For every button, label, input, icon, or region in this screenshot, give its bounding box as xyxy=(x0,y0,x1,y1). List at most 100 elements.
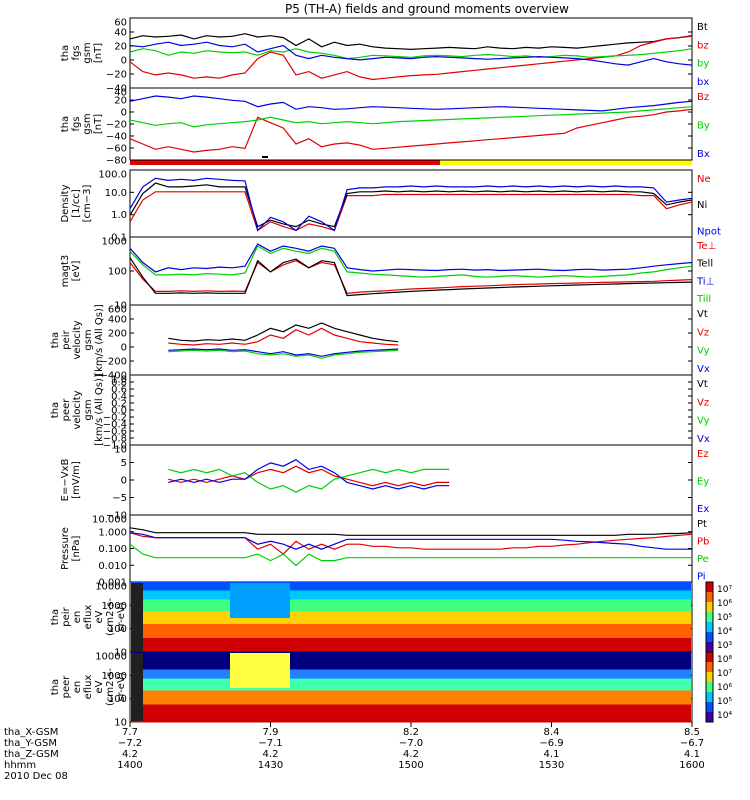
legend-ti⊥: Ti⊥ xyxy=(696,276,714,287)
x-tick-label-x: 8.2 xyxy=(403,727,419,738)
y-axis-label: sr-eV) xyxy=(116,672,127,701)
y-axis-label: [nT] xyxy=(93,114,104,134)
y-axis-label: E=−VxB xyxy=(60,459,71,502)
y-tick-label: 1.000 xyxy=(98,527,127,538)
legend-pb: Pb xyxy=(697,536,709,547)
colorbar-tick-label: 10⁴ xyxy=(717,711,732,721)
legend-ez: Ez xyxy=(697,449,709,460)
y-tick-label: −0.4 xyxy=(103,420,127,431)
series-line-tell xyxy=(129,257,693,297)
y-tick-label: 100 xyxy=(108,624,127,635)
y-axis-label: fgs xyxy=(71,116,82,131)
legend-vz: Vz xyxy=(697,397,709,408)
colorbar-segment xyxy=(706,632,713,643)
x-tick-label-z: 4.1 xyxy=(684,749,700,760)
y-tick-label: 0.1 xyxy=(111,233,127,244)
spectrogram-band xyxy=(131,690,691,705)
y-tick-label: 0 xyxy=(121,108,127,119)
y-tick-label: 1000 xyxy=(102,237,127,248)
colorbar-tick-label: 10⁵ xyxy=(717,697,732,707)
x-tick-label-t: 1530 xyxy=(539,760,564,771)
legend-te⊥: Te⊥ xyxy=(696,241,716,252)
y-axis-label: gsm xyxy=(83,399,94,420)
legend-vt: Vt xyxy=(697,309,708,320)
y-axis-label: eV xyxy=(94,680,105,693)
x-tick-label-t: 1430 xyxy=(258,760,283,771)
y-axis-label: sr-eV) xyxy=(116,602,127,631)
colorbar-segment xyxy=(706,652,713,663)
y-tick-label: 0.001 xyxy=(98,578,127,589)
series-line-pe xyxy=(129,543,692,567)
y-tick-label: 600 xyxy=(108,305,127,316)
x-tick-label-x: 8.5 xyxy=(684,727,700,738)
panel-frame xyxy=(129,374,693,446)
x-axis-row-label: tha_Z-GSM xyxy=(4,749,59,760)
x-tick-label-y: −7.1 xyxy=(258,738,282,749)
y-tick-label: 1000 xyxy=(102,671,127,682)
series-line-ez xyxy=(168,465,450,487)
y-tick-label: 10 xyxy=(114,718,127,729)
y-axis-label: gsm xyxy=(83,329,94,350)
y-axis-label: peer xyxy=(61,398,72,422)
y-tick-label: 10000 xyxy=(95,582,127,593)
x-tick-label-z: 4.2 xyxy=(403,749,419,760)
x-tick-label-x: 7.9 xyxy=(263,727,279,738)
legend-vz: Vz xyxy=(697,327,709,338)
x-axis-row-label: hhmm xyxy=(4,760,36,771)
legend-ni: Ni xyxy=(697,200,707,211)
spectrogram-band xyxy=(131,678,691,691)
y-tick-label: −400 xyxy=(100,371,127,382)
y-axis-label: magt3 xyxy=(60,255,71,288)
legend-by: By xyxy=(697,121,710,132)
y-axis-label: peer xyxy=(61,675,72,699)
y-tick-label: 0 xyxy=(121,56,127,67)
y-tick-label: 10.000 xyxy=(92,515,127,526)
y-tick-label: 0.0 xyxy=(111,406,127,417)
legend-tell: Tell xyxy=(696,259,713,270)
y-tick-label: 10 xyxy=(114,648,127,659)
x-tick-label-t: 1400 xyxy=(117,760,142,771)
legend-pt: Pt xyxy=(697,519,707,530)
series-line-bx xyxy=(129,41,693,66)
y-axis-label: [km/s (All Qs)] xyxy=(94,374,105,446)
panel-7: E=−VxB [mV/m] 10 5 0 −5 −10 Ez Ey Ex xyxy=(60,444,709,522)
colorbar-tick-label: 10⁸ xyxy=(717,655,732,665)
series-line-by xyxy=(129,48,693,60)
spectrogram-band xyxy=(131,582,691,591)
colorbar-tick-label: 10⁷ xyxy=(717,585,732,595)
colorbar-tick-label: 10⁶ xyxy=(717,599,732,609)
series-line-ey xyxy=(168,468,450,493)
y-tick-label: 1.0 xyxy=(111,375,127,386)
colorbar-segment xyxy=(706,612,713,623)
y-tick-label: 40 xyxy=(114,88,127,99)
spectrogram-band xyxy=(131,652,691,670)
y-tick-label: −20 xyxy=(106,120,127,131)
y-tick-label: −200 xyxy=(100,357,127,368)
y-tick-label: 5 xyxy=(121,458,127,469)
x-tick-label-t: 1500 xyxy=(398,760,423,771)
series-line-till xyxy=(129,245,693,278)
legend-vt: Vt xyxy=(697,379,708,390)
colorbar-tick-label: 10⁵ xyxy=(717,613,732,623)
y-axis-label: Density xyxy=(60,184,71,222)
colorbar-segment xyxy=(706,692,713,703)
y-tick-label: 0 xyxy=(121,476,127,487)
colorbar-tick-label: 10³ xyxy=(717,641,732,651)
series-line-bx xyxy=(129,95,693,112)
colorbar-segment xyxy=(706,672,713,683)
y-tick-label: 0 xyxy=(121,343,127,354)
legend-till: Till xyxy=(696,294,711,305)
y-axis-label: peir xyxy=(61,606,72,626)
colorbar-segment xyxy=(706,582,713,593)
legend-vx: Vx xyxy=(697,364,710,375)
y-axis-label: velocity xyxy=(72,390,83,429)
panel-10: tha peer en eflux eV (cm2-s-sr-eV) 10000 1000 10… xyxy=(50,651,732,729)
y-tick-label: −5 xyxy=(112,493,127,504)
y-axis-label: [mV/m] xyxy=(71,461,82,499)
panel-3: Density [1/cc] [cm−3] 100.0 10.0 1.0 0.1 Ne Ni Np… xyxy=(60,169,721,244)
y-tick-label: −40 xyxy=(106,132,127,143)
colorbar-segment xyxy=(706,622,713,633)
x-tick-label-y: −7.2 xyxy=(118,738,142,749)
plot-title: P5 (TH-A) fields and ground moments over… xyxy=(285,2,569,16)
